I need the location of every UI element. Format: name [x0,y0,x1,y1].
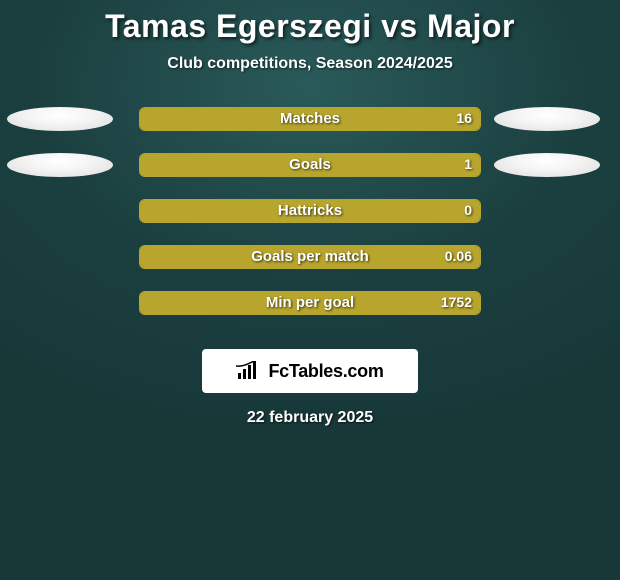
player-ellipse-left [7,153,113,177]
stat-bar-fill [140,292,480,314]
brand-text: FcTables.com [268,361,383,382]
player-ellipse-left [7,107,113,131]
stat-row: Hattricks0 [0,193,620,239]
stat-row: Matches16 [0,101,620,147]
subtitle: Club competitions, Season 2024/2025 [0,55,620,73]
stat-row: Min per goal1752 [0,285,620,331]
stat-bar-fill [140,246,480,268]
bar-chart-icon [236,361,262,381]
stat-row: Goals1 [0,147,620,193]
stat-bar: Min per goal1752 [139,291,481,315]
stat-bar: Matches16 [139,107,481,131]
date-label: 22 february 2025 [0,409,620,427]
stat-bar: Hattricks0 [139,199,481,223]
stat-row: Goals per match0.06 [0,239,620,285]
stat-bar-fill [140,200,480,222]
stat-bar-fill [140,108,480,130]
stat-bar-fill [140,154,480,176]
stat-bar: Goals1 [139,153,481,177]
stats-comparison-widget: Tamas Egerszegi vs Major Club competitio… [0,0,620,580]
stat-rows: Matches16 Goals1 Hattricks0 Goals per match… [0,101,620,331]
stat-bar: Goals per match0.06 [139,245,481,269]
player-ellipse-right [494,153,600,177]
player-ellipse-right [494,107,600,131]
brand-badge[interactable]: FcTables.com [202,349,418,393]
page-title: Tamas Egerszegi vs Major [0,0,620,45]
